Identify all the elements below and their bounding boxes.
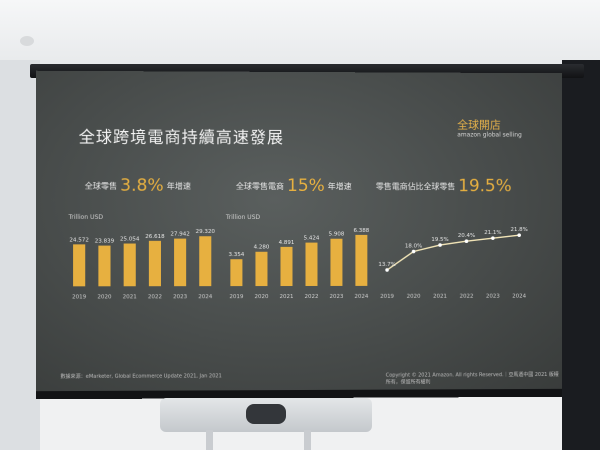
x-tick-label: 2024	[354, 294, 368, 300]
bar	[174, 239, 186, 287]
metric-value: 19.5%	[458, 176, 511, 196]
metric-label: 全球零售電商	[236, 182, 284, 191]
data-label: 5.424	[304, 236, 320, 242]
x-tick-label: 2021	[433, 294, 447, 300]
share-line-chart: 13.7% 2019 18.0% 2020 19.5% 2021 20.4% 2022 21.1…	[374, 222, 533, 302]
x-tick-label: 2023	[173, 294, 188, 300]
series-line	[387, 235, 519, 270]
bar	[330, 239, 342, 286]
data-point	[412, 250, 416, 254]
x-tick-label: 2022	[148, 294, 162, 300]
brand-en: amazon global selling	[457, 130, 522, 140]
metric-value: 15%	[287, 176, 325, 196]
x-tick-label: 2019	[380, 294, 394, 300]
x-tick-label: 2023	[329, 294, 343, 300]
ceiling-light	[20, 36, 34, 46]
camera-lens	[246, 404, 286, 424]
x-tick-label: 2022	[460, 294, 474, 300]
stand-leg	[206, 430, 213, 450]
x-tick-label: 2020	[97, 294, 112, 300]
data-label: 27.942	[170, 232, 189, 238]
slide-title: 全球跨境電商持續高速發展	[79, 123, 284, 148]
x-tick-label: 2024	[198, 294, 213, 300]
brand-cn: 全球開店	[457, 121, 522, 131]
ceiling	[0, 0, 600, 68]
unit-label: Trillion USD	[226, 214, 260, 221]
metric-retail: 全球零售 3.8% 年增速	[85, 176, 191, 196]
x-tick-label: 2020	[254, 294, 269, 300]
metric-suffix: 年增速	[167, 182, 191, 191]
data-label: 21.8%	[511, 227, 528, 233]
metric-label: 零售電商佔比全球零售	[376, 182, 455, 191]
source-note: 數據來源：eMarketer, Global Ecommerce Update …	[60, 372, 221, 380]
x-tick-label: 2021	[123, 294, 137, 300]
bar	[98, 246, 110, 287]
data-label: 24.572	[69, 237, 88, 243]
x-tick-label: 2024	[512, 294, 526, 300]
data-point	[438, 243, 442, 247]
metric-label: 全球零售	[85, 182, 117, 191]
wall	[0, 60, 40, 450]
data-point	[465, 239, 469, 243]
data-label: 3.354	[229, 252, 245, 258]
brand-logo: 全球開店 amazon global selling	[457, 121, 522, 141]
data-label: 23.839	[95, 239, 115, 245]
bar	[230, 259, 242, 286]
retail-bar-chart: 24.572 2019 23.839 2020 25.054 2021 26.618 2022…	[66, 222, 217, 303]
data-label: 26.618	[145, 234, 165, 240]
data-label: 6.388	[354, 228, 370, 234]
metric-suffix: 年增速	[328, 182, 352, 191]
x-tick-label: 2021	[279, 294, 293, 300]
x-tick-label: 2020	[407, 294, 421, 300]
data-label: 29.320	[196, 229, 216, 235]
data-label: 4.891	[279, 240, 295, 246]
copyright-note: Copyright © 2021 Amazon. All rights Rese…	[386, 371, 562, 386]
x-tick-label: 2023	[486, 294, 500, 300]
bar	[355, 235, 367, 286]
unit-label: Trillion USD	[69, 214, 104, 221]
data-point	[491, 236, 495, 240]
bar	[305, 243, 317, 286]
data-label: 21.1%	[484, 230, 501, 236]
data-point	[385, 268, 389, 272]
metric-share: 零售電商佔比全球零售 19.5%	[376, 176, 515, 196]
bar	[280, 247, 292, 286]
dark-wall	[562, 60, 600, 450]
metric-value: 3.8%	[120, 176, 164, 196]
bar	[73, 244, 85, 286]
x-tick-label: 2019	[229, 294, 244, 300]
data-label: 18.0%	[405, 244, 422, 250]
bar	[149, 241, 161, 286]
data-label: 20.4%	[458, 233, 475, 239]
data-label: 19.5%	[431, 237, 448, 243]
x-tick-label: 2019	[72, 294, 87, 300]
bar	[255, 252, 267, 286]
projection-screen: 全球跨境電商持續高速發展 全球開店 amazon global selling …	[36, 71, 562, 400]
data-label: 25.054	[120, 237, 140, 243]
data-label: 4.280	[254, 245, 270, 251]
data-label: 5.908	[329, 232, 345, 238]
metric-ecommerce: 全球零售電商 15% 年增速	[236, 176, 352, 196]
x-tick-label: 2022	[305, 294, 319, 300]
bar	[199, 236, 211, 286]
bar	[124, 244, 136, 287]
stand-leg	[304, 430, 311, 450]
data-label: 13.7%	[378, 262, 395, 268]
data-point	[517, 233, 521, 237]
ecommerce-bar-chart: 3.354 2019 4.280 2020 4.891 2021 5.424 2022 5.90…	[224, 222, 374, 302]
